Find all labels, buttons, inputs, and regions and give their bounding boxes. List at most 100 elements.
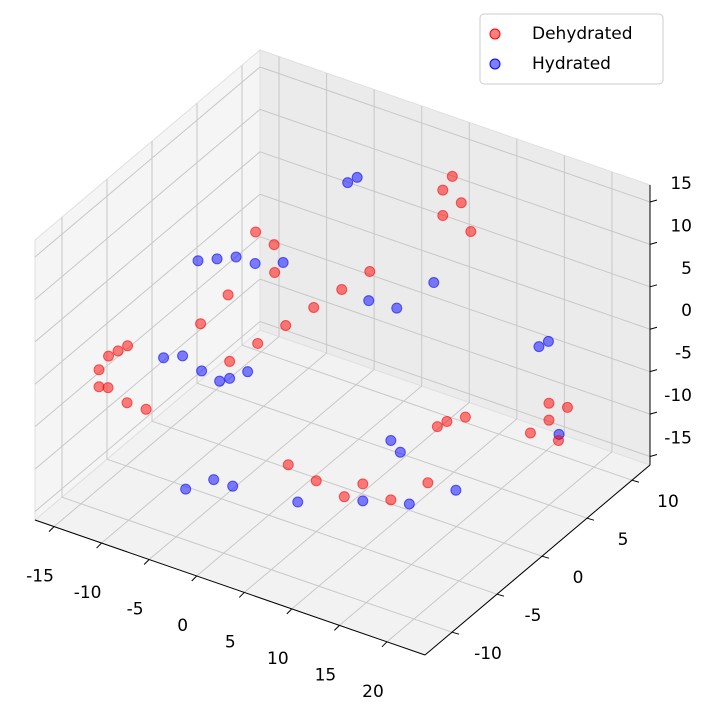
- point: [342, 177, 354, 189]
- grid-line: [259, 321, 651, 457]
- point: [214, 375, 226, 387]
- x-tick-label: 20: [362, 682, 384, 702]
- x-tick: [143, 559, 150, 565]
- point: [437, 184, 449, 196]
- legend-marker: [489, 58, 501, 70]
- grid-line: [34, 66, 261, 258]
- point: [158, 352, 170, 364]
- x-tick: [381, 641, 388, 648]
- point: [140, 403, 152, 415]
- z-tick: [649, 284, 658, 288]
- grid-line: [148, 369, 375, 560]
- point: [524, 427, 536, 439]
- point: [112, 345, 124, 357]
- grid-line: [243, 402, 470, 593]
- point: [403, 498, 415, 510]
- grid-line: [61, 496, 453, 633]
- point: [422, 477, 434, 489]
- point: [103, 350, 115, 362]
- point: [192, 255, 204, 267]
- z-tick: [649, 326, 658, 330]
- y-tick: [586, 517, 595, 521]
- y-tick-label: 5: [618, 530, 629, 550]
- grid-line: [34, 236, 261, 428]
- point: [542, 335, 554, 347]
- grid-line: [386, 451, 613, 643]
- legend-marker: [489, 28, 501, 40]
- x-tick-label: 5: [225, 632, 236, 652]
- point: [224, 355, 236, 367]
- x-tick-label: -10: [74, 583, 102, 603]
- x-tick-label: 0: [177, 616, 188, 636]
- y-tick: [541, 555, 550, 559]
- z-tick-label: 5: [681, 259, 692, 279]
- point: [533, 341, 545, 353]
- legend-box: [479, 13, 664, 85]
- point: [310, 475, 322, 487]
- grid-line: [34, 151, 261, 343]
- grid-line: [196, 382, 588, 519]
- z-tick-label: 0: [681, 301, 692, 321]
- z-tick-label: -10: [664, 386, 692, 406]
- point: [269, 267, 281, 279]
- point: [357, 495, 369, 507]
- y-tick: [631, 479, 640, 483]
- point: [249, 258, 261, 270]
- point: [441, 415, 453, 427]
- grid-line: [196, 385, 423, 577]
- z-tick: [649, 199, 658, 203]
- grid-line: [34, 321, 261, 512]
- grid-line: [106, 458, 498, 595]
- legend-label: Hydrated: [532, 54, 611, 74]
- point: [552, 434, 564, 446]
- z-tick: [649, 411, 658, 415]
- point: [292, 496, 304, 508]
- grid-line: [34, 109, 261, 300]
- legend-label: Dehydrated: [532, 24, 633, 44]
- point: [543, 397, 555, 409]
- point: [227, 480, 239, 492]
- z-tick-label: 10: [670, 216, 692, 236]
- y-tick: [496, 593, 505, 597]
- z-tick: [649, 241, 658, 245]
- point: [446, 170, 458, 182]
- y-tick-label: 0: [573, 568, 584, 588]
- point: [230, 251, 242, 263]
- grid-line: [53, 336, 280, 527]
- point: [394, 446, 406, 458]
- point: [282, 459, 294, 471]
- grid-line: [259, 66, 651, 203]
- point: [428, 277, 440, 289]
- point: [385, 494, 397, 506]
- point: [280, 319, 292, 331]
- grid-line: [34, 193, 261, 385]
- point: [177, 350, 189, 362]
- y-tick: [451, 631, 460, 635]
- point: [363, 295, 375, 307]
- grid-line: [241, 344, 633, 481]
- point: [277, 257, 289, 269]
- point: [465, 225, 477, 237]
- point: [250, 226, 262, 238]
- z-tick: [649, 454, 658, 457]
- point: [450, 484, 462, 496]
- point: [308, 301, 320, 313]
- x-axis: [34, 519, 426, 656]
- grid-line: [339, 434, 565, 626]
- x-tick: [48, 526, 55, 532]
- point: [102, 382, 114, 394]
- y-axis: [424, 464, 651, 656]
- point: [180, 483, 192, 495]
- x-tick: [286, 608, 293, 615]
- x-tick-label: -5: [127, 600, 144, 620]
- grid-line: [291, 418, 518, 610]
- point: [364, 266, 376, 278]
- x-tick: [191, 575, 198, 582]
- y-tick-label: 10: [657, 492, 679, 512]
- point: [351, 171, 363, 183]
- point: [336, 283, 348, 295]
- point: [242, 366, 254, 378]
- x-tick-label: -15: [26, 567, 54, 587]
- point: [561, 401, 573, 413]
- point: [211, 253, 223, 265]
